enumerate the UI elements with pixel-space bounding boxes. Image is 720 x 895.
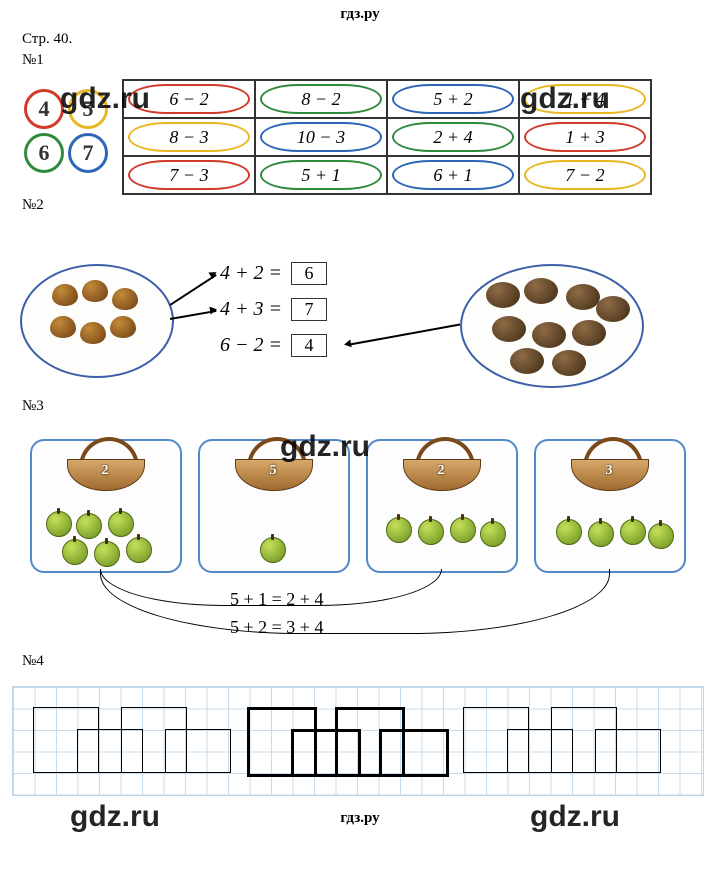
apple-icon	[76, 513, 102, 539]
task1-label: №1	[22, 52, 720, 69]
apple-icon	[126, 537, 152, 563]
walnut-icon	[524, 278, 558, 304]
walnut-icon	[596, 296, 630, 322]
task4	[12, 686, 704, 796]
task3-label: №3	[22, 398, 720, 415]
expr-cell: 8 − 2	[255, 80, 387, 118]
connecting-arc	[100, 569, 610, 634]
hazelnut-icon	[110, 316, 136, 338]
arrow-head-icon	[209, 305, 217, 314]
expr-cell: 1 + 4	[519, 80, 651, 118]
apple-icon	[648, 523, 674, 549]
basket-icon: 5	[235, 447, 311, 491]
expr-cell: 5 + 2	[387, 80, 519, 118]
pattern-square-light	[595, 729, 661, 773]
apple-icon	[620, 519, 646, 545]
expr-cell: 10 − 3	[255, 118, 387, 156]
apple-icon	[556, 519, 582, 545]
walnut-icon	[566, 284, 600, 310]
hazelnut-icon	[80, 322, 106, 344]
basket-icon: 2	[67, 447, 143, 491]
walnut-icon	[492, 316, 526, 342]
task3: 5 + 1 = 2 + 4 5 + 2 = 3 + 4 2523	[20, 439, 720, 649]
arrow-head-icon	[343, 339, 351, 348]
nuts-left-group	[20, 264, 174, 378]
arrow-line	[350, 324, 460, 345]
apple-icon	[386, 517, 412, 543]
footer: гдз.ру	[0, 810, 720, 827]
expr-cell: 8 − 3	[123, 118, 255, 156]
apple-icon	[588, 521, 614, 547]
apple-icon	[480, 521, 506, 547]
equation-line: 6 − 2 = 4	[220, 334, 327, 357]
expr-cell: 5 + 1	[255, 156, 387, 194]
expr-cell: 6 + 1	[387, 156, 519, 194]
walnut-icon	[572, 320, 606, 346]
answer-circle: 6	[24, 133, 64, 173]
walnut-icon	[532, 322, 566, 348]
walnut-icon	[486, 282, 520, 308]
answer-circle: 7	[68, 133, 108, 173]
equation-line: 4 + 2 = 6	[220, 262, 327, 285]
apple-icon	[46, 511, 72, 537]
header: гдз.ру	[0, 0, 720, 23]
apple-icon	[260, 537, 286, 563]
apple-icon	[450, 517, 476, 543]
expr-cell: 1 + 3	[519, 118, 651, 156]
basket-box: 3	[534, 439, 686, 573]
equation-line: 4 + 3 = 7	[220, 298, 327, 321]
basket-icon: 2	[403, 447, 479, 491]
hazelnut-icon	[82, 280, 108, 302]
answer-circle: 4	[24, 89, 64, 129]
arrow-line	[170, 274, 217, 305]
basket-icon: 3	[571, 447, 647, 491]
task4-label: №4	[22, 653, 720, 670]
walnut-icon	[552, 350, 586, 376]
arrow-line	[170, 310, 216, 319]
task2-label: №2	[22, 197, 720, 214]
apple-icon	[62, 539, 88, 565]
expr-cell: 6 − 2	[123, 80, 255, 118]
answer-circle: 5	[68, 89, 108, 129]
task1: 4567 6 − 28 − 25 + 21 + 4 8 − 310 − 32 + …	[22, 73, 720, 193]
apple-icon	[94, 541, 120, 567]
expr-cell: 7 − 2	[519, 156, 651, 194]
expr-cell: 2 + 4	[387, 118, 519, 156]
basket-box: 2	[30, 439, 182, 573]
task1-table: 6 − 28 − 25 + 21 + 4 8 − 310 − 32 + 41 + …	[122, 79, 652, 195]
walnut-icon	[510, 348, 544, 374]
apple-icon	[418, 519, 444, 545]
page: гдз.ру Стр. 40. №1 4567 6 − 28 − 25 + 21…	[0, 0, 720, 895]
hazelnut-icon	[112, 288, 138, 310]
pattern-square-bold	[379, 729, 449, 777]
expr-cell: 7 − 3	[123, 156, 255, 194]
basket-box: 5	[198, 439, 350, 573]
task2: 4 + 2 = 6 4 + 3 = 7 6 − 2 = 4	[20, 244, 720, 394]
page-ref: Стр. 40.	[22, 31, 720, 48]
basket-box: 2	[366, 439, 518, 573]
nuts-right-group	[460, 264, 644, 388]
apple-icon	[108, 511, 134, 537]
answer-circles: 4567	[22, 87, 110, 175]
hazelnut-icon	[50, 316, 76, 338]
hazelnut-icon	[52, 284, 78, 306]
pattern-square-light	[165, 729, 231, 773]
